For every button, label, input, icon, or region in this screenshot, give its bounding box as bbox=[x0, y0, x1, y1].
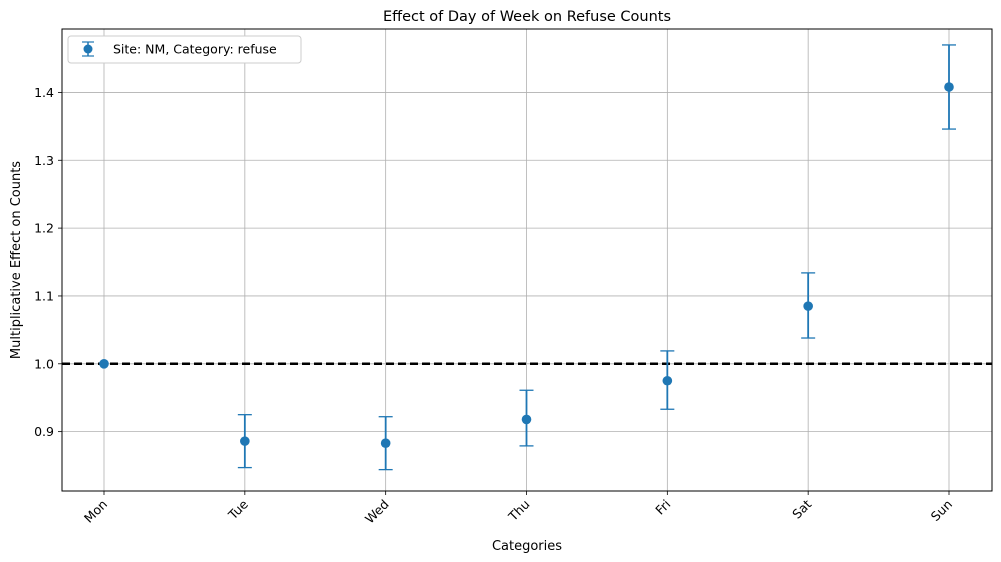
y-tick-label: 1.2 bbox=[34, 221, 54, 236]
y-tick-label: 1.4 bbox=[34, 85, 54, 100]
data-point bbox=[944, 82, 954, 92]
y-axis-ticks: 0.9 1.0 1.1 1.2 1.3 1.4 bbox=[34, 85, 62, 439]
grid bbox=[62, 29, 992, 491]
legend-frame bbox=[67, 35, 302, 64]
data-point bbox=[99, 358, 109, 369]
plot-frame bbox=[61, 28, 993, 492]
chart-title: Effect of Day of Week on Refuse Counts bbox=[383, 9, 671, 25]
data-point bbox=[803, 301, 813, 311]
data-point bbox=[240, 436, 250, 446]
y-tick-label: 1.1 bbox=[34, 288, 54, 303]
legend-marker bbox=[83, 44, 93, 54]
legend: Site: NM, Category: refuse bbox=[67, 35, 302, 64]
legend-label: Site: NM, Category: refuse bbox=[113, 42, 277, 57]
data-point bbox=[380, 438, 391, 448]
y-tick-label: 1.0 bbox=[34, 356, 54, 371]
y-axis-label: Multiplicative Effect on Counts bbox=[9, 161, 24, 359]
data-point bbox=[662, 375, 673, 386]
data-point bbox=[521, 414, 532, 425]
y-tick-label: 1.3 bbox=[34, 153, 54, 168]
y-tick-label: 0.9 bbox=[34, 424, 54, 439]
x-axis-label: Categories bbox=[492, 539, 562, 554]
data-points bbox=[99, 82, 954, 448]
